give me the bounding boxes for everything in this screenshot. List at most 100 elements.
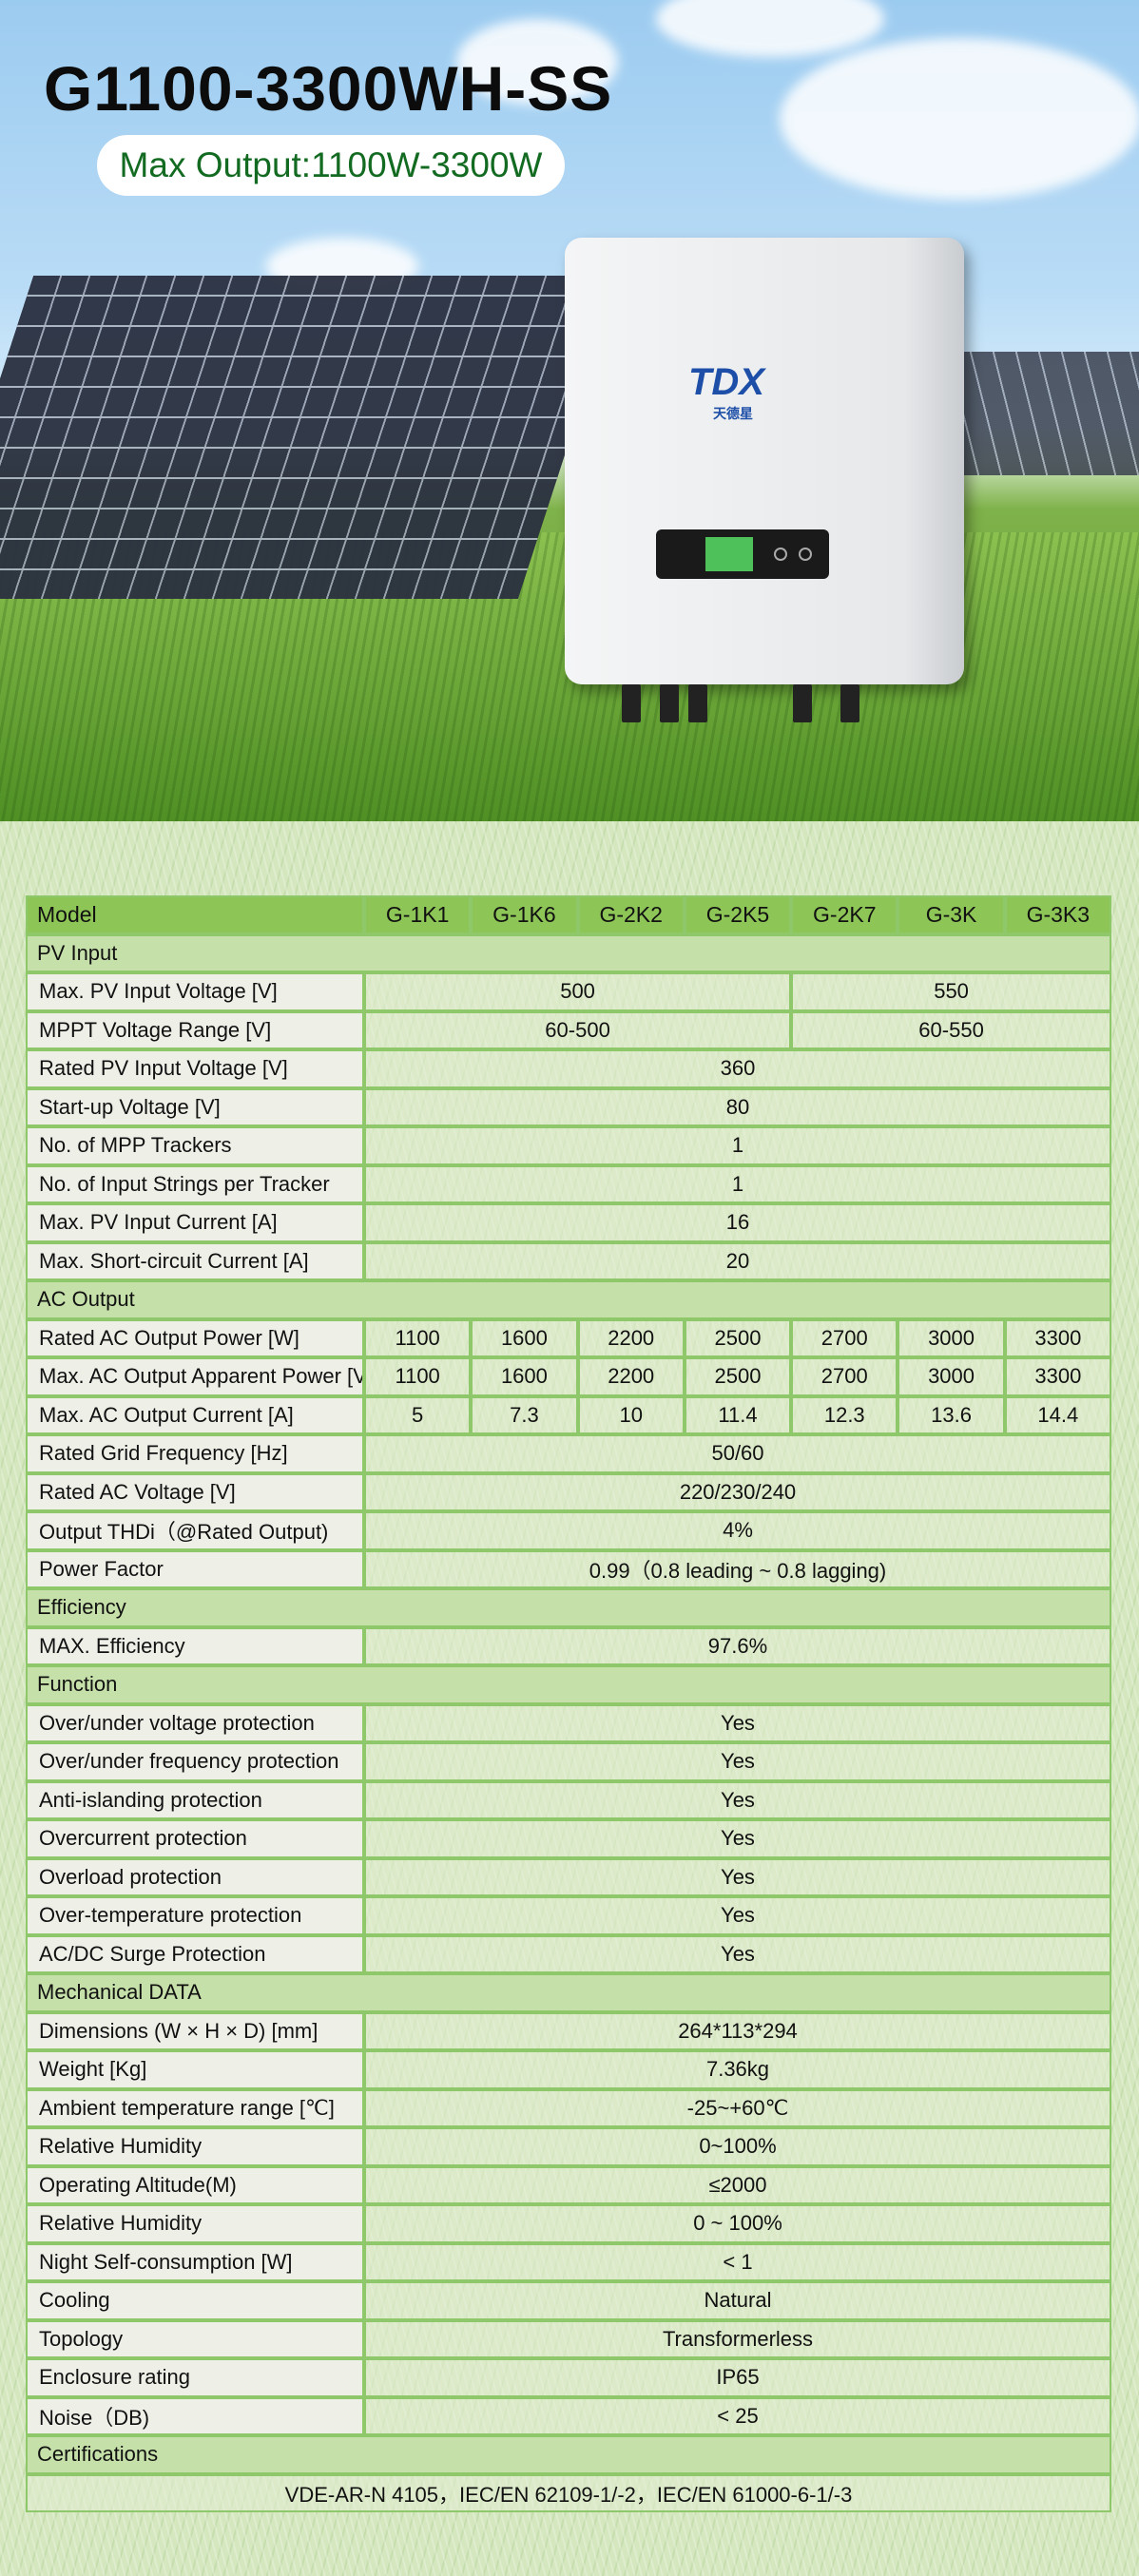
spec-label: Rated AC Output Power [W] — [26, 1318, 364, 1357]
table-row: Max. PV Input Voltage [V] 500 550 — [26, 972, 1111, 1011]
spec-value: 5 — [364, 1395, 472, 1434]
spec-label: Relative Humidity — [26, 2127, 364, 2166]
spec-value: 0 ~ 100% — [364, 2204, 1111, 2243]
ac-connector — [840, 684, 859, 722]
spec-value: 13.6 — [898, 1395, 1005, 1434]
section-title: Efficiency — [26, 1588, 1111, 1627]
section-title: Function — [26, 1665, 1111, 1704]
table-row: Cooling Natural — [26, 2281, 1111, 2320]
table-row: Dimensions (W × H × D) [mm] 264*113*294 — [26, 2011, 1111, 2050]
spec-label: Rated PV Input Voltage [V] — [26, 1049, 364, 1088]
table-row: No. of MPP Trackers 1 — [26, 1126, 1111, 1165]
spec-value: 11.4 — [684, 1395, 792, 1434]
table-row: Relative Humidity 0~100% — [26, 2127, 1111, 2166]
table-row: Operating Altitude(M) ≤2000 — [26, 2165, 1111, 2204]
table-row: Relative Humidity 0 ~ 100% — [26, 2204, 1111, 2243]
header-model-g-2k7: G-2K7 — [791, 895, 898, 934]
spec-value: 2200 — [577, 1357, 685, 1396]
cloud — [656, 0, 884, 57]
spec-value: 7.3 — [471, 1395, 578, 1434]
table-row: MPPT Voltage Range [V] 60-500 60-550 — [26, 1010, 1111, 1049]
table-row: Anti-islanding protection Yes — [26, 1780, 1111, 1819]
cloud — [780, 38, 1139, 200]
section-title: AC Output — [26, 1280, 1111, 1319]
spec-value: 16 — [364, 1203, 1111, 1242]
table-row: Night Self-consumption [W] < 1 — [26, 2242, 1111, 2281]
table-row: Rated AC Output Power [W] 1100 1600 2200 250… — [26, 1318, 1111, 1357]
spec-value: 264*113*294 — [364, 2011, 1111, 2050]
header-model-g-3k: G-3K — [898, 895, 1005, 934]
table-row: Rated AC Voltage [V] 220/230/240 — [26, 1472, 1111, 1511]
header-model-g-1k6: G-1K6 — [471, 895, 578, 934]
table-row: Max. AC Output Apparent Power [VA] 1100 16… — [26, 1357, 1111, 1396]
spec-label: Noise（DB) — [26, 2396, 364, 2435]
max-output-badge: Max Output: 1100W-3300W — [97, 135, 565, 196]
table-header-row: Model G-1K1 G-1K6 G-2K2 G-2K5 G-2K7 G-3K G-3K3 — [26, 895, 1111, 934]
dc-connector — [622, 684, 641, 722]
spec-value: 3300 — [1004, 1357, 1111, 1396]
table-row: Noise（DB) < 25 — [26, 2396, 1111, 2435]
panel-button-icon — [774, 548, 787, 561]
table-row: Topology Transformerless — [26, 2319, 1111, 2358]
spec-value: Transformerless — [364, 2319, 1111, 2358]
spec-value: 7.36kg — [364, 2050, 1111, 2089]
spec-label: MAX. Efficiency — [26, 1626, 364, 1665]
spec-value: < 25 — [364, 2396, 1111, 2435]
spec-label: Operating Altitude(M) — [26, 2165, 364, 2204]
spec-label: Ambient temperature range [℃] — [26, 2088, 364, 2127]
table-row: Over/under frequency protection Yes — [26, 1742, 1111, 1781]
spec-value: 3000 — [898, 1318, 1005, 1357]
spec-label: Overcurrent protection — [26, 1819, 364, 1858]
spec-value: 4% — [364, 1511, 1111, 1550]
spec-value: Yes — [364, 1780, 1111, 1819]
spec-label: Max. PV Input Voltage [V] — [26, 972, 364, 1011]
max-output-value: 1100W-3300W — [311, 145, 543, 184]
spec-value: < 1 — [364, 2242, 1111, 2281]
lcd-screen — [705, 537, 753, 571]
spec-label: Output THDi（@Rated Output) — [26, 1511, 364, 1550]
spec-label: MPPT Voltage Range [V] — [26, 1010, 364, 1049]
spec-value: 2700 — [791, 1357, 898, 1396]
spec-value: Yes — [364, 1896, 1111, 1935]
table-row: Rated PV Input Voltage [V] 360 — [26, 1049, 1111, 1088]
dc-connector — [688, 684, 707, 722]
section-row: Function — [26, 1665, 1111, 1704]
spec-value: Yes — [364, 1857, 1111, 1896]
inverter-display-panel — [656, 529, 829, 579]
table-row: Over/under voltage protection Yes — [26, 1703, 1111, 1742]
brand-logo: TDX 天德星 — [688, 361, 764, 421]
hero-banner: G1100-3300WH-SS Max Output: 1100W-3300W T… — [0, 0, 1139, 821]
dc-connector — [660, 684, 679, 722]
table-row: Output THDi（@Rated Output) 4% — [26, 1511, 1111, 1550]
spec-value: 1600 — [471, 1318, 578, 1357]
spec-label: Over/under voltage protection — [26, 1703, 364, 1742]
spec-value: 12.3 — [791, 1395, 898, 1434]
product-title: G1100-3300WH-SS — [44, 53, 613, 124]
ac-connector — [793, 684, 812, 722]
spec-label: Rated AC Voltage [V] — [26, 1472, 364, 1511]
spec-label: Max. Short-circuit Current [A] — [26, 1241, 364, 1280]
table-row: Weight [Kg] 7.36kg — [26, 2050, 1111, 2089]
table-row: Max. AC Output Current [A] 5 7.3 10 11.4 12.3… — [26, 1395, 1111, 1434]
table-row: Rated Grid Frequency [Hz] 50/60 — [26, 1434, 1111, 1473]
max-output-label: Max Output: — [119, 145, 312, 184]
spec-value: 1 — [364, 1164, 1111, 1203]
spec-label: Rated Grid Frequency [Hz] — [26, 1434, 364, 1473]
spec-label: No. of Input Strings per Tracker — [26, 1164, 364, 1203]
spec-value: 97.6% — [364, 1626, 1111, 1665]
table-row: Max. PV Input Current [A] 16 — [26, 1203, 1111, 1242]
table-row: MAX. Efficiency 97.6% — [26, 1626, 1111, 1665]
spec-value: 2700 — [791, 1318, 898, 1357]
spec-label: Enclosure rating — [26, 2358, 364, 2397]
spec-label: Dimensions (W × H × D) [mm] — [26, 2011, 364, 2050]
spec-value: 550 — [791, 972, 1111, 1011]
spec-label: Cooling — [26, 2281, 364, 2320]
inverter-image: TDX 天德星 — [565, 238, 964, 722]
spec-value: 3000 — [898, 1357, 1005, 1396]
spec-value: Natural — [364, 2281, 1111, 2320]
spec-value: 10 — [577, 1395, 685, 1434]
table-row: Ambient temperature range [℃] -25~+60℃ — [26, 2088, 1111, 2127]
spec-label: Max. PV Input Current [A] — [26, 1203, 364, 1242]
table-row: Overload protection Yes — [26, 1857, 1111, 1896]
section-title: Mechanical DATA — [26, 1973, 1111, 2012]
